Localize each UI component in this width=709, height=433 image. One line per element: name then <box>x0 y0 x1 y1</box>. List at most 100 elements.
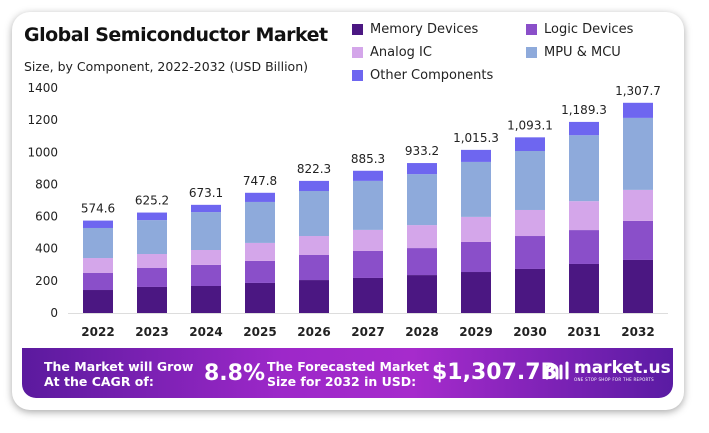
bar-segment <box>407 275 437 313</box>
y-tick-label: 1200 <box>27 113 58 127</box>
logo-text: market.us <box>574 358 671 378</box>
bar-segment <box>83 227 113 259</box>
bar-segment <box>191 204 221 213</box>
legend-swatch <box>352 47 363 58</box>
x-tick-label: 2030 <box>513 325 546 339</box>
y-tick-label: 200 <box>35 274 58 288</box>
bar-segment <box>191 250 221 265</box>
bar-segment <box>137 212 167 221</box>
bar-total-label: 625.2 <box>135 194 169 208</box>
bar-segment <box>461 272 491 313</box>
bar-segment <box>353 229 383 251</box>
bar-segment <box>407 174 437 226</box>
legend-swatch <box>526 47 537 58</box>
bar-segment <box>569 230 599 264</box>
chart-title: Global Semiconductor Market <box>24 24 328 46</box>
bar-segment <box>299 180 329 192</box>
legend-label: Logic Devices <box>544 22 634 37</box>
y-tick-label: 1400 <box>27 81 58 95</box>
bar-total-label: 1,189.3 <box>561 103 607 117</box>
legend-item-analog: Analog IC <box>352 45 432 60</box>
bar-segment <box>623 220 653 260</box>
bar-segment <box>461 216 491 242</box>
legend-item-memory: Memory Devices <box>352 22 478 37</box>
bar-segment <box>461 161 491 217</box>
x-tick-label: 2025 <box>243 325 276 339</box>
bar-segment <box>299 236 329 255</box>
bar-segment <box>407 163 437 175</box>
x-tick-label: 2024 <box>189 325 222 339</box>
bar-segment <box>245 242 275 261</box>
chart-subtitle: Size, by Component, 2022-2032 (USD Billi… <box>24 59 309 74</box>
bar-segment <box>299 280 329 313</box>
bar-segment <box>623 259 653 313</box>
bar-segment <box>353 277 383 313</box>
bar-segment <box>623 189 653 221</box>
bar-segment <box>569 201 599 231</box>
x-tick-label: 2032 <box>621 325 654 339</box>
bar-segment <box>407 225 437 249</box>
legend-label: MPU & MCU <box>544 45 621 60</box>
forecast-label: The Forecasted Market Size for 2032 in U… <box>267 359 430 389</box>
bar-total-label: 673.1 <box>189 186 223 200</box>
cagr-label: The Market will Grow At the CAGR of: <box>44 359 194 389</box>
bar-segment <box>191 286 221 313</box>
bar-segment <box>299 191 329 237</box>
y-tick-label: 600 <box>35 210 58 224</box>
legend-label: Analog IC <box>370 45 432 60</box>
bar-segment <box>461 149 491 162</box>
stacked-bar-chart: 0 200 400 600 800 1000 1200 1400 574.6 2022 625.2 2… <box>27 81 668 339</box>
bar-segment <box>353 180 383 230</box>
bar-segment <box>353 170 383 181</box>
x-tick-label: 2026 <box>297 325 330 339</box>
bar-segment <box>515 236 545 269</box>
y-tick-label: 0 <box>50 306 58 320</box>
forecast-value: $1,307.7B <box>432 360 558 385</box>
bar-total-label: 1,093.1 <box>507 118 553 132</box>
bar-segment <box>83 258 113 273</box>
bar-total-label: 822.3 <box>297 162 331 176</box>
bar-segment <box>353 250 383 278</box>
bar-segment <box>569 135 599 202</box>
bar-segment <box>191 264 221 286</box>
legend-swatch <box>526 24 537 35</box>
bar-segment <box>623 117 653 190</box>
bar-total-label: 1,307.7 <box>615 84 661 98</box>
bar-segment <box>83 220 113 228</box>
market-us-logo: market.us ONE STOP SHOP FOR THE REPORTS <box>544 360 671 382</box>
legend-item-other: Other Components <box>352 68 493 83</box>
summary-banner: The Market will Grow At the CAGR of: 8.8… <box>22 348 673 398</box>
x-tick-label: 2028 <box>405 325 438 339</box>
bar-segment <box>191 212 221 250</box>
bar-total-label: 574.6 <box>81 202 115 216</box>
bar-segment <box>569 263 599 313</box>
bar-segment <box>569 121 599 136</box>
x-tick-label: 2029 <box>459 325 492 339</box>
logo-icon <box>545 361 569 380</box>
y-tick-label: 400 <box>35 242 58 256</box>
bar-segment <box>245 282 275 313</box>
bar-segment <box>137 286 167 313</box>
bar-segment <box>299 254 329 281</box>
bar-segment <box>83 290 113 313</box>
bar-segment <box>245 260 275 283</box>
bar-segment <box>245 192 275 202</box>
legend-swatch <box>352 24 363 35</box>
y-tick-label: 800 <box>35 177 58 191</box>
y-tick-label: 1000 <box>27 145 58 159</box>
bar-total-label: 933.2 <box>405 144 439 158</box>
bar-segment <box>461 241 491 273</box>
legend-label: Other Components <box>370 68 494 83</box>
legend-swatch <box>352 70 363 81</box>
bar-segment <box>245 201 275 243</box>
bar-total-label: 1,015.3 <box>453 131 499 145</box>
bar-segment <box>407 248 437 276</box>
bar-total-label: 885.3 <box>351 152 385 166</box>
bar-total-label: 747.8 <box>243 174 277 188</box>
x-tick-label: 2027 <box>351 325 384 339</box>
bar-segment <box>137 254 167 268</box>
cagr-value: 8.8% <box>204 361 266 386</box>
logo-tagline: ONE STOP SHOP FOR THE REPORTS <box>574 377 654 382</box>
bar-segment <box>623 102 653 118</box>
legend-item-logic: Logic Devices <box>526 22 633 37</box>
